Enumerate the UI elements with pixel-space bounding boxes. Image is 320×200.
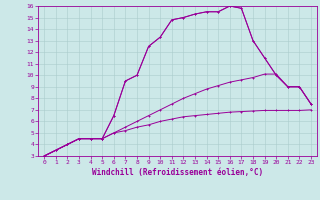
X-axis label: Windchill (Refroidissement éolien,°C): Windchill (Refroidissement éolien,°C) [92, 168, 263, 177]
